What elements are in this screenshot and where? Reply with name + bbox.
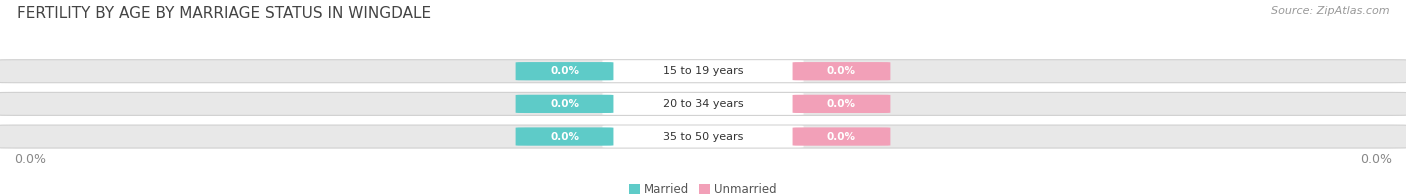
FancyBboxPatch shape bbox=[516, 127, 613, 146]
FancyBboxPatch shape bbox=[0, 125, 1406, 148]
FancyBboxPatch shape bbox=[793, 127, 890, 146]
FancyBboxPatch shape bbox=[516, 62, 613, 80]
FancyBboxPatch shape bbox=[0, 92, 1406, 115]
Text: FERTILITY BY AGE BY MARRIAGE STATUS IN WINGDALE: FERTILITY BY AGE BY MARRIAGE STATUS IN W… bbox=[17, 6, 432, 21]
FancyBboxPatch shape bbox=[602, 93, 804, 115]
Text: Source: ZipAtlas.com: Source: ZipAtlas.com bbox=[1271, 6, 1389, 16]
Text: 0.0%: 0.0% bbox=[550, 99, 579, 109]
FancyBboxPatch shape bbox=[516, 95, 613, 113]
Text: 0.0%: 0.0% bbox=[1360, 153, 1392, 166]
FancyBboxPatch shape bbox=[602, 60, 804, 82]
Text: 0.0%: 0.0% bbox=[14, 153, 46, 166]
FancyBboxPatch shape bbox=[602, 126, 804, 147]
Text: 0.0%: 0.0% bbox=[550, 132, 579, 142]
Text: 0.0%: 0.0% bbox=[550, 66, 579, 76]
Text: 0.0%: 0.0% bbox=[827, 66, 856, 76]
Text: 15 to 19 years: 15 to 19 years bbox=[662, 66, 744, 76]
FancyBboxPatch shape bbox=[0, 60, 1406, 83]
Text: 35 to 50 years: 35 to 50 years bbox=[662, 132, 744, 142]
Text: 0.0%: 0.0% bbox=[827, 99, 856, 109]
FancyBboxPatch shape bbox=[793, 95, 890, 113]
Legend: Married, Unmarried: Married, Unmarried bbox=[624, 178, 782, 196]
Text: 20 to 34 years: 20 to 34 years bbox=[662, 99, 744, 109]
Text: 0.0%: 0.0% bbox=[827, 132, 856, 142]
FancyBboxPatch shape bbox=[793, 62, 890, 80]
